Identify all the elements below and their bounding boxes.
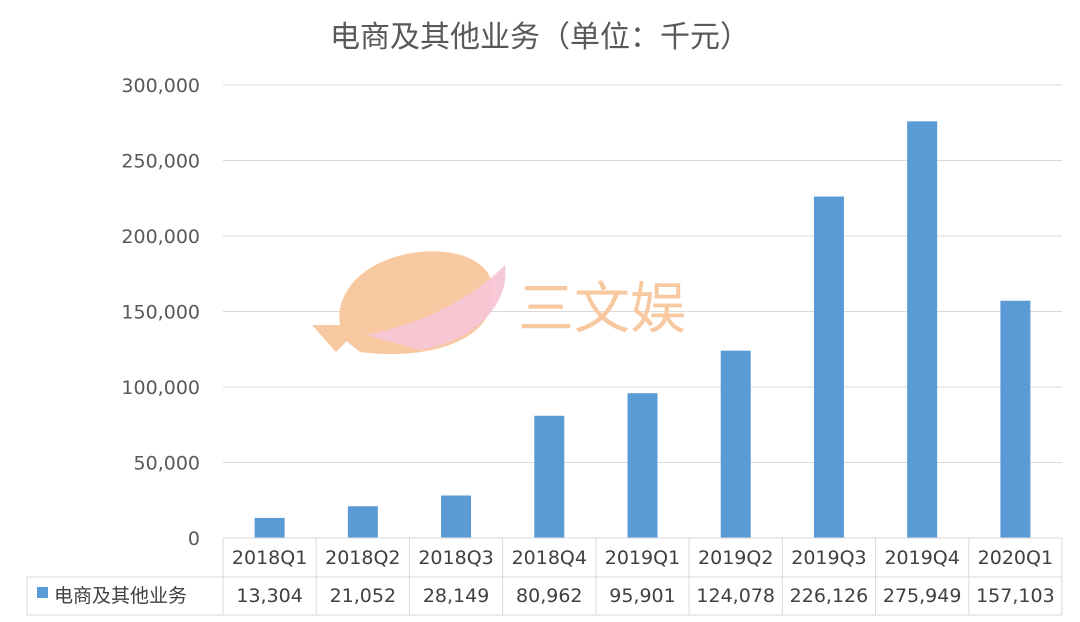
category-label: 2019Q2 xyxy=(698,547,773,569)
bar xyxy=(720,350,751,538)
data-value-label: 226,126 xyxy=(790,585,869,607)
data-value-label: 124,078 xyxy=(696,585,775,607)
category-label: 2020Q1 xyxy=(978,547,1053,569)
y-axis-ticks: 0 50,000 100,000 150,000 200,000 250,000 300,0… xyxy=(121,75,200,550)
data-table: 2018Q1 2018Q2 2018Q3 2018Q4 2019Q1 2019Q2 2019… xyxy=(26,537,1063,616)
bar xyxy=(347,506,378,538)
chart-title: 电商及其他业务（单位：千元） xyxy=(330,20,750,55)
watermark: 三文娱 xyxy=(312,251,686,355)
category-label: 2018Q2 xyxy=(325,547,400,569)
category-label: 2019Q1 xyxy=(605,547,680,569)
category-label: 2019Q4 xyxy=(884,547,959,569)
y-tick-label: 250,000 xyxy=(121,151,200,173)
bar xyxy=(254,517,285,538)
data-value-label: 80,962 xyxy=(516,585,582,607)
bar xyxy=(441,495,472,538)
bar xyxy=(813,196,844,538)
data-value-label: 28,149 xyxy=(423,585,489,607)
legend-swatch xyxy=(37,587,48,598)
watermark-text: 三文娱 xyxy=(518,277,686,342)
data-value-label: 275,949 xyxy=(883,585,962,607)
y-tick-label: 150,000 xyxy=(121,302,200,324)
data-value-label: 13,304 xyxy=(236,585,302,607)
category-label: 2019Q3 xyxy=(791,547,866,569)
bar xyxy=(907,121,938,538)
bar-series xyxy=(254,121,1031,538)
data-value-label: 21,052 xyxy=(330,585,396,607)
legend-label: 电商及其他业务 xyxy=(54,585,187,607)
y-tick-label: 300,000 xyxy=(121,75,200,97)
data-value-label: 95,901 xyxy=(609,585,675,607)
bar xyxy=(534,415,565,538)
y-tick-label: 100,000 xyxy=(121,377,200,399)
y-tick-label: 50,000 xyxy=(134,453,200,475)
y-tick-label: 200,000 xyxy=(121,226,200,248)
bar xyxy=(1000,300,1031,538)
category-label: 2018Q1 xyxy=(232,547,307,569)
watermark-logo-icon xyxy=(312,251,506,355)
y-tick-label: 0 xyxy=(188,528,200,550)
bar xyxy=(627,393,658,538)
category-label: 2018Q4 xyxy=(512,547,587,569)
category-label: 2018Q3 xyxy=(418,547,493,569)
data-value-label: 157,103 xyxy=(976,585,1055,607)
